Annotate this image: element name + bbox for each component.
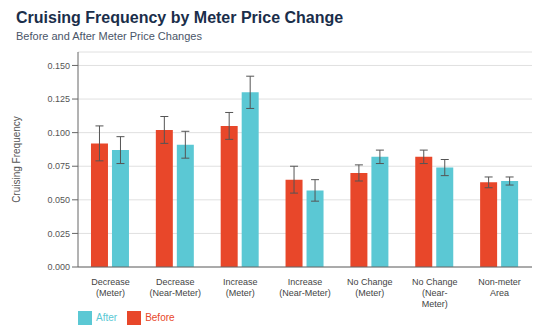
html-text:After: After (96, 311, 118, 323)
svg-text:Increase(Near-Meter): Increase(Near-Meter) (279, 277, 331, 298)
svg-text:0.050: 0.050 (47, 195, 70, 205)
svg-text:0.150: 0.150 (47, 61, 70, 71)
svg-text:Non-meterArea: Non-meterArea (478, 277, 521, 298)
svg-text:0.075: 0.075 (47, 161, 70, 171)
svg-text:Decrease(Meter): Decrease(Meter) (91, 277, 130, 298)
svg-text:No Change(Near-Meter): No Change(Near-Meter) (412, 277, 458, 309)
svg-text:0.125: 0.125 (47, 94, 70, 104)
html-text:Cruising Frequency by Meter Pr: Cruising Frequency by Meter Price Change (16, 9, 344, 26)
svg-text:0.100: 0.100 (47, 128, 70, 138)
svg-text:Increase(Meter): Increase(Meter) (223, 277, 258, 298)
html-text:Before and After Meter Price C: Before and After Meter Price Changes (16, 30, 202, 42)
svg-text:Cruising Frequency: Cruising Frequency (11, 116, 22, 203)
svg-text:0.000: 0.000 (47, 262, 70, 272)
svg-text:Decrease(Near-Meter): Decrease(Near-Meter) (150, 277, 202, 298)
svg-text:0.025: 0.025 (47, 229, 70, 239)
svg-text:No Change(Meter): No Change(Meter) (347, 277, 393, 298)
html-text:Before: Before (145, 311, 175, 323)
